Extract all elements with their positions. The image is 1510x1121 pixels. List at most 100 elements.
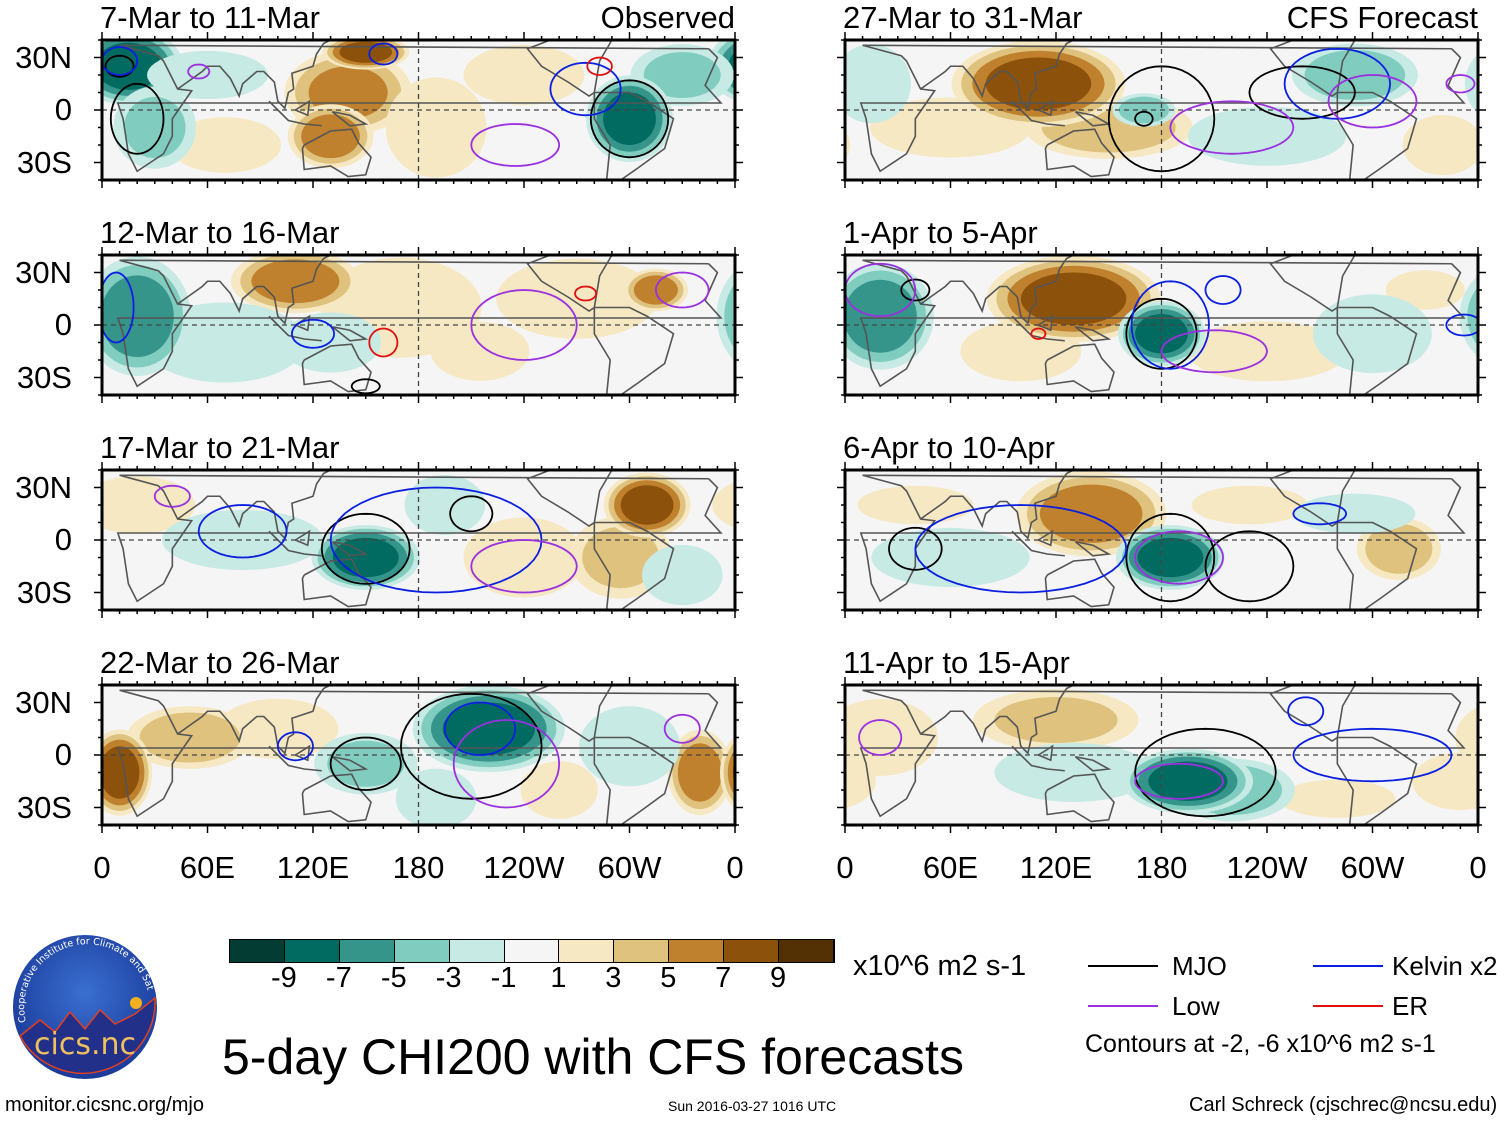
panel-title: 7-Mar to 11-Mar — [100, 0, 320, 35]
y-tick-label: 30S — [16, 144, 72, 180]
anomaly-shading — [994, 697, 1118, 743]
anomaly-shading — [1135, 314, 1188, 354]
mjo-contour — [1125, 512, 1216, 603]
panel-title: 1-Apr to 5-Apr — [843, 215, 1038, 250]
coastline — [526, 39, 613, 97]
coastline — [268, 745, 322, 772]
colorbar-swatch — [339, 940, 395, 962]
mjo-contour — [449, 495, 494, 533]
anomaly-shading — [620, 485, 674, 525]
map-panel — [837, 462, 1486, 618]
anomaly-shading — [641, 544, 723, 606]
legend-mjo-line — [1088, 965, 1158, 967]
anomaly-shading — [1279, 779, 1396, 818]
coastline — [859, 689, 1466, 818]
coastline — [593, 306, 675, 396]
anomaly-shading — [845, 114, 851, 176]
low-contour — [1169, 100, 1295, 155]
coastline — [1037, 314, 1054, 332]
colorbar-swatch — [230, 940, 285, 962]
anomaly-shading — [857, 485, 974, 525]
anomaly-shading — [169, 117, 282, 173]
anomaly-shading — [1148, 761, 1228, 801]
anomaly-shading — [643, 52, 721, 98]
y-tick-label: 30N — [15, 39, 72, 75]
mjo-contour — [900, 278, 931, 302]
coastline — [526, 684, 613, 742]
coastline — [331, 110, 369, 127]
panel-kind-label: CFS Forecast — [1286, 0, 1478, 35]
coastline — [1336, 306, 1418, 396]
coastline — [331, 325, 369, 342]
coastline — [1011, 315, 1065, 342]
map-panel — [94, 462, 743, 618]
anomaly-shading — [385, 77, 487, 178]
anomaly-shading — [1402, 114, 1478, 176]
coastline — [1074, 325, 1112, 342]
mjo-contour — [1248, 65, 1356, 120]
coastline — [294, 744, 311, 762]
y-tick-label: 30S — [16, 789, 72, 825]
mjo-contour — [1134, 727, 1277, 818]
coastline — [301, 558, 372, 608]
colorbar-tick-label: -5 — [380, 962, 407, 994]
source-url[interactable]: monitor.cicsnc.org/mjo — [5, 1094, 204, 1116]
panel-title: 12-Mar to 16-Mar — [100, 215, 340, 250]
low-contour — [1327, 74, 1418, 129]
low-contour — [470, 289, 578, 361]
coastline — [1269, 469, 1356, 527]
author-credit: Carl Schreck (cjschrec@ncsu.edu) — [1189, 1094, 1498, 1116]
anomaly-shading — [603, 92, 656, 145]
coastline — [1269, 684, 1356, 742]
map-panel — [837, 32, 1486, 188]
coastline — [1074, 755, 1112, 772]
colorbar-swatch — [779, 940, 834, 962]
legend-er-label: ER — [1392, 991, 1429, 1021]
coastline — [526, 469, 613, 527]
coastline — [177, 39, 331, 110]
x-tick-label: 60E — [179, 850, 236, 885]
coastline — [1037, 744, 1054, 762]
low-contour — [858, 719, 903, 756]
legend-low-label: Low — [1172, 991, 1220, 1021]
x-tick-label: 0 — [93, 850, 111, 885]
anomaly-shading — [102, 746, 140, 799]
x-tick-label: 60W — [1340, 850, 1405, 885]
coastline — [301, 343, 372, 393]
anomaly-shading — [463, 517, 585, 598]
anomaly-shading — [724, 265, 735, 368]
y-tick-label: 0 — [54, 522, 72, 557]
coastline — [294, 314, 311, 332]
mjo-contour — [350, 378, 381, 395]
mjo-contour — [320, 512, 411, 585]
anomaly-shading — [845, 752, 876, 811]
coastline — [1011, 100, 1065, 127]
colorbar — [229, 939, 835, 963]
coastline — [1011, 530, 1065, 557]
kelvin-contour — [1287, 696, 1325, 727]
anomaly-shading — [1385, 270, 1465, 310]
y-tick-label: 30N — [15, 684, 72, 720]
coastline — [920, 684, 1074, 755]
kelvin-contour — [1292, 727, 1453, 783]
anomaly-shading — [332, 537, 399, 578]
er-contour — [1030, 327, 1047, 340]
anomaly-shading — [496, 258, 658, 339]
cics-logo: cics.nc Cooperative Institute for Climat… — [10, 932, 157, 1079]
kelvin-contour — [914, 504, 1128, 594]
x-tick-label: 60W — [597, 850, 662, 885]
legend-mjo-label: MJO — [1172, 951, 1227, 981]
coastline — [331, 540, 369, 557]
anomaly-shading — [442, 702, 535, 755]
coastline — [593, 91, 675, 181]
coastline — [294, 529, 311, 547]
coastline — [1044, 128, 1115, 178]
coastline — [593, 736, 675, 826]
mjo-contour — [1125, 297, 1198, 370]
x-tick-label: 180 — [392, 850, 445, 885]
colorbar-tick-label: -3 — [435, 962, 462, 994]
coastline — [1037, 99, 1054, 117]
anomaly-shading — [251, 259, 340, 304]
x-tick-label: 180 — [1135, 850, 1188, 885]
anomaly-shading — [430, 321, 530, 381]
